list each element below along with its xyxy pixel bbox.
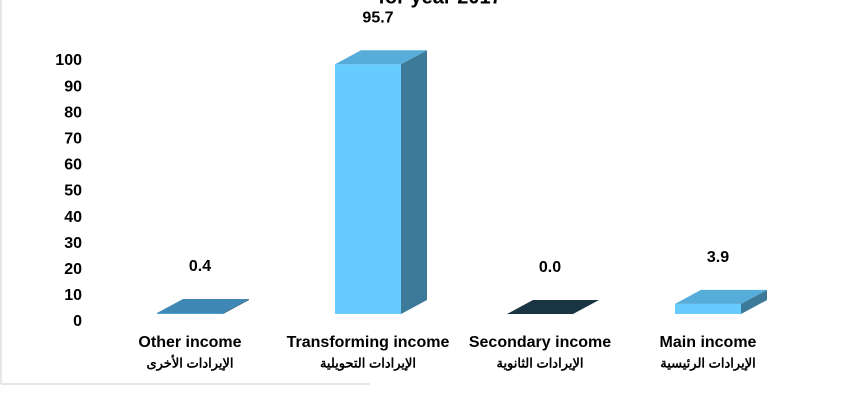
bar-top bbox=[675, 289, 767, 304]
y-tick-label: 60 bbox=[64, 157, 82, 174]
bar bbox=[675, 289, 767, 314]
x-tick-label-ar: الإيرادات الأخرى bbox=[146, 354, 233, 371]
chart-title: for year 2017 bbox=[378, 0, 501, 8]
bar-front bbox=[157, 312, 223, 314]
bar-front bbox=[335, 64, 401, 315]
value-label: 0.4 bbox=[189, 258, 211, 275]
bar bbox=[157, 298, 249, 314]
bar bbox=[507, 300, 599, 314]
y-tick-label: 0 bbox=[73, 313, 82, 330]
bar-top bbox=[157, 298, 249, 313]
bar-side bbox=[401, 50, 427, 315]
x-tick-label: Main income bbox=[660, 334, 757, 351]
bar-top bbox=[335, 50, 427, 65]
value-label: 0.0 bbox=[539, 259, 561, 276]
bar-front bbox=[675, 303, 741, 314]
y-tick-label: 70 bbox=[64, 131, 82, 148]
x-tick-label-ar: الإيرادات الرئيسية bbox=[660, 355, 755, 371]
value-label: 3.9 bbox=[707, 249, 729, 266]
y-tick-label: 40 bbox=[64, 209, 82, 226]
y-tick-label: 20 bbox=[64, 261, 82, 278]
bar-side bbox=[223, 298, 249, 314]
y-tick-label: 80 bbox=[64, 104, 82, 121]
y-tick-label: 30 bbox=[64, 235, 82, 252]
y-tick-label: 90 bbox=[64, 78, 82, 95]
x-tick-label: Other income bbox=[138, 334, 241, 351]
y-tick-label: 10 bbox=[64, 287, 82, 304]
bar-side bbox=[741, 289, 767, 314]
bar-top bbox=[507, 300, 599, 314]
x-tick-label: Transforming income bbox=[287, 334, 450, 351]
y-tick-label: 100 bbox=[55, 52, 82, 69]
x-tick-label-ar: الإيرادات التحويلية bbox=[320, 355, 416, 371]
y-tick-label: 50 bbox=[64, 183, 82, 200]
value-label: 95.7 bbox=[362, 9, 393, 26]
x-tick-label: Secondary income bbox=[469, 334, 611, 351]
bar bbox=[335, 50, 427, 315]
x-tick-label-ar: الإيرادات الثانوية bbox=[496, 355, 583, 371]
